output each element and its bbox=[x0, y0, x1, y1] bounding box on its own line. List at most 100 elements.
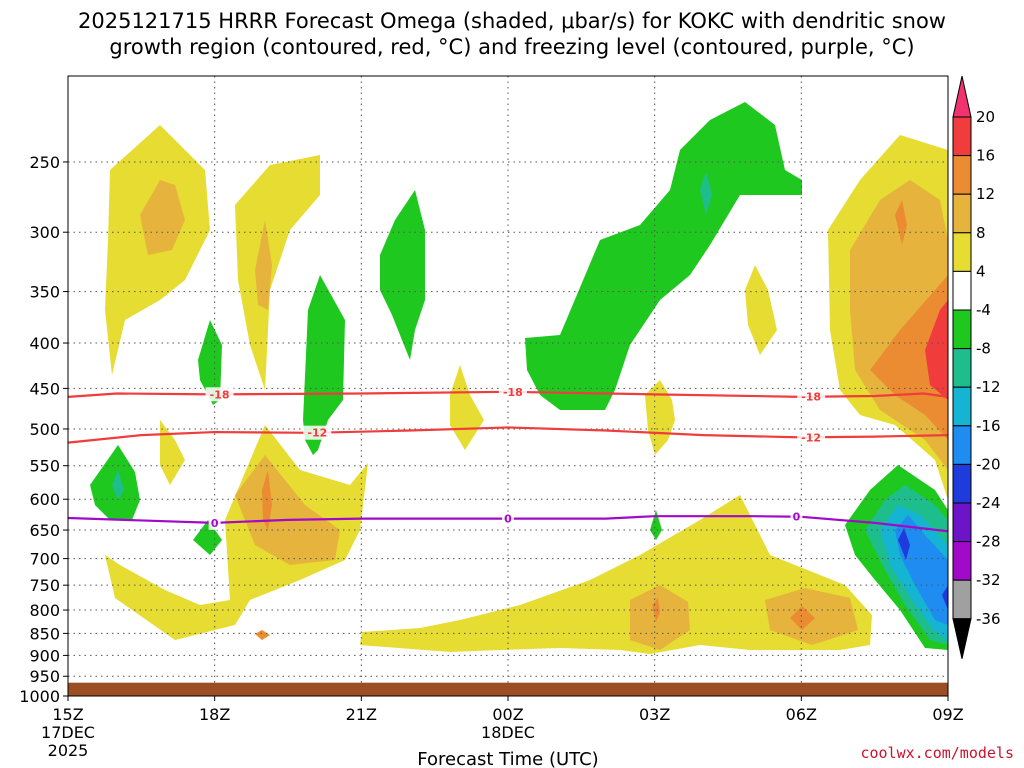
contour-label--12-0: -12 bbox=[307, 427, 327, 440]
contour-label-bg--18-1 bbox=[498, 384, 527, 399]
colorbar-label-13: -36 bbox=[976, 610, 1001, 628]
omega-region-darkorange-1 bbox=[870, 275, 948, 440]
colorbar-segment-12 bbox=[952, 541, 972, 581]
contour-label-0-2: 0 bbox=[793, 511, 801, 524]
omega-region-darkorange-4 bbox=[652, 598, 660, 622]
y-tick-label-350: 350 bbox=[29, 283, 60, 302]
y-tick-label-600: 600 bbox=[29, 490, 60, 509]
contour-label--18-1: -18 bbox=[503, 386, 523, 399]
contour-label-bg--12-0 bbox=[303, 425, 332, 440]
omega-region-green-7 bbox=[650, 510, 662, 540]
x-tick-label-0: 15Z bbox=[52, 705, 83, 724]
colorbar-label-10: -24 bbox=[976, 494, 1001, 512]
colorbar-segment-7 bbox=[952, 348, 972, 388]
y-axis: 250 300 350 400 450 500 550 600 650 700 750 800 850 9… bbox=[19, 153, 68, 706]
omega-region-orange-1 bbox=[140, 180, 185, 255]
omega-region-darkblue-2 bbox=[942, 585, 948, 610]
omega-region-green-6 bbox=[193, 520, 222, 555]
colorbar-label-2: 12 bbox=[976, 185, 995, 203]
colorbar-label-3: 8 bbox=[976, 224, 986, 242]
colorbar-segment-5 bbox=[952, 270, 972, 311]
colorbar-label-4: 4 bbox=[976, 262, 986, 280]
colorbar-segment-13 bbox=[952, 579, 972, 620]
y-tick-label-400: 400 bbox=[29, 334, 60, 353]
x-axis-label: Forecast Time (UTC) bbox=[417, 749, 598, 768]
colorbar-segment-11 bbox=[952, 502, 972, 543]
omega-shading bbox=[90, 102, 948, 654]
colorbar-segment-4 bbox=[952, 232, 972, 272]
x-tick-sublabel-0: 17DEC bbox=[41, 723, 95, 742]
omega-region-green-3 bbox=[380, 190, 425, 360]
terrain-layer bbox=[68, 682, 948, 696]
colorbar-label-9: -20 bbox=[976, 455, 1001, 473]
colorbar-segment-9 bbox=[952, 425, 972, 465]
colorbar-label-6: -8 bbox=[976, 340, 991, 358]
colorbar-segment-6 bbox=[952, 309, 972, 350]
omega-region-orange-4 bbox=[630, 585, 690, 650]
omega-region-yellow-7 bbox=[105, 425, 368, 640]
colorbar-label-7: -12 bbox=[976, 378, 1001, 396]
omega-region-yellow-6 bbox=[745, 265, 777, 355]
contour-label--18-2: -18 bbox=[801, 391, 821, 404]
y-tick-label-450: 450 bbox=[29, 379, 60, 398]
contour-label-bg--18-2 bbox=[797, 389, 826, 404]
colorbar-label-1: 16 bbox=[976, 147, 995, 165]
y-tick-label-300: 300 bbox=[29, 223, 60, 242]
chart-title-line1: 2025121715 HRRR Forecast Omega (shaded, … bbox=[78, 9, 946, 33]
omega-region-green-4 bbox=[525, 102, 802, 410]
y-tick-label-750: 750 bbox=[29, 576, 60, 595]
colorbar-label-11: -28 bbox=[976, 533, 1001, 551]
colorbar-segment-8 bbox=[952, 386, 972, 427]
y-tick-label-650: 650 bbox=[29, 521, 60, 540]
colorbar-segment-10 bbox=[952, 463, 972, 504]
omega-region-orange-3 bbox=[235, 455, 340, 565]
contour-label-bg-0-0 bbox=[208, 515, 221, 530]
y-tick-label-850: 850 bbox=[29, 624, 60, 643]
y-tick-label-500: 500 bbox=[29, 420, 60, 439]
colorbar-label-0: 20 bbox=[976, 108, 995, 126]
contour-label--18-0: -18 bbox=[210, 388, 230, 401]
y-tick-label-550: 550 bbox=[29, 457, 60, 476]
omega-region-darkorange-3 bbox=[262, 470, 272, 530]
terrain-ground bbox=[68, 682, 948, 696]
contour-label-bg-0-1 bbox=[502, 511, 514, 526]
omega-region-teal-3 bbox=[112, 470, 124, 500]
contour-line--12 bbox=[67, 426, 949, 444]
contour-label-0-1: 0 bbox=[504, 513, 512, 526]
colorbar: 20 16 12 8 4 -4 -8 -12 -16 -20 -24 -28 -32 -36 bbox=[952, 75, 1001, 659]
colorbar-segment-2 bbox=[952, 155, 972, 195]
x-tick-label-9: 00Z bbox=[492, 705, 523, 724]
omega-region-green-1 bbox=[198, 320, 222, 405]
x-tick-label-3: 18Z bbox=[199, 705, 230, 724]
x-tick-label-12: 03Z bbox=[639, 705, 670, 724]
contour-label-bg--18-0 bbox=[205, 387, 234, 402]
contour-line--18 bbox=[67, 390, 949, 398]
omega-region-yellow-8 bbox=[360, 495, 872, 654]
colorbar-label-5: -4 bbox=[976, 301, 991, 319]
colorbar-segment-1 bbox=[952, 116, 972, 157]
contour-label-bg-0-2 bbox=[790, 509, 803, 524]
y-tick-label-800: 800 bbox=[29, 601, 60, 620]
omega-region-red-1 bbox=[925, 300, 948, 400]
contour-label--12-1: -12 bbox=[801, 431, 821, 444]
colorbar-top-arrow bbox=[952, 75, 972, 118]
y-tick-label-1000: 1000 bbox=[19, 687, 60, 706]
omega-region-darkorange-2 bbox=[895, 200, 907, 245]
omega-region-orange-2 bbox=[255, 220, 272, 310]
colorbar-segment-3 bbox=[952, 193, 972, 234]
omega-region-yellow-5 bbox=[645, 380, 675, 455]
omega-region-yellow-3 bbox=[160, 420, 185, 485]
contour-line-0 bbox=[67, 515, 949, 533]
y-tick-label-900: 900 bbox=[29, 646, 60, 665]
contour-label-0-0: 0 bbox=[211, 517, 219, 530]
y-tick-label-250: 250 bbox=[29, 153, 60, 172]
omega-region-darkorange-6 bbox=[255, 630, 270, 640]
chart-title-line2: growth region (contoured, red, °C) and f… bbox=[109, 35, 914, 59]
y-tick-label-950: 950 bbox=[29, 667, 60, 686]
contour-lines: -18 -18 -18 -12 -12 0 0 0 bbox=[67, 384, 949, 533]
colorbar-label-12: -32 bbox=[976, 571, 1001, 589]
x-tick-sublabel-9: 18DEC bbox=[481, 723, 535, 742]
omega-region-darkblue-1 bbox=[898, 528, 910, 560]
x-tick-label-18: 09Z bbox=[932, 705, 963, 724]
